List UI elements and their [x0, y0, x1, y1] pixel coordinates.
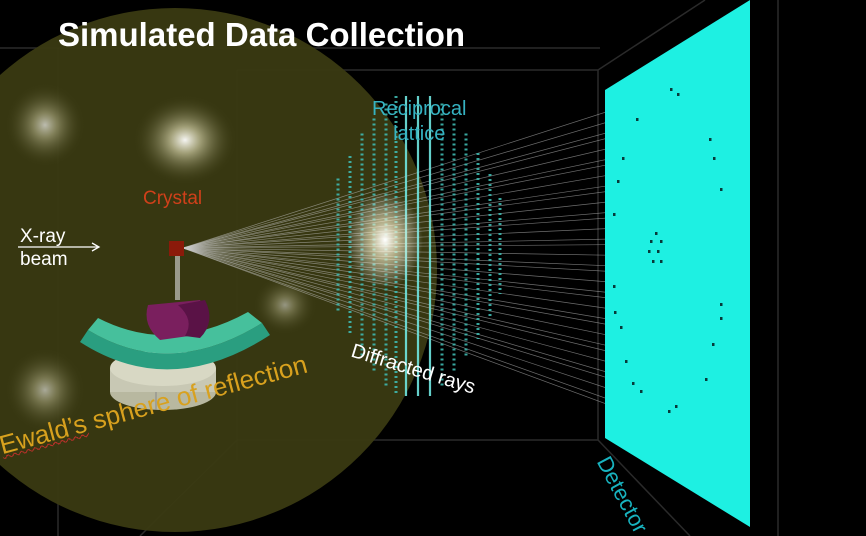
xray-beam-arrow [18, 242, 101, 252]
reciprocal-label-line1: Reciprocal [372, 98, 467, 120]
pin [175, 255, 180, 300]
detector-spot [614, 311, 617, 314]
detector-spot [668, 410, 671, 413]
detector-spot [720, 188, 723, 191]
detector-spot [620, 326, 623, 329]
detector-spot [677, 93, 680, 96]
page-title: Simulated Data Collection [58, 16, 466, 53]
crystal-label: Crystal [143, 188, 203, 209]
detector-spot [670, 88, 673, 91]
crystal [169, 241, 184, 256]
detector-spots [613, 88, 723, 413]
reciprocal-label-line2: lattice [393, 123, 446, 145]
xray-label-line1: X-ray [20, 226, 66, 247]
detector-spot [636, 118, 639, 121]
detector-spot [632, 382, 635, 385]
detector-spot [720, 317, 723, 320]
detector-spot [648, 250, 651, 253]
detector-spot [713, 157, 716, 160]
detector-spot [709, 138, 712, 141]
detector-spot [652, 260, 655, 263]
detector-spot [712, 343, 715, 346]
detector-spot [660, 260, 663, 263]
detector-spot [622, 157, 625, 160]
detector-spot [675, 405, 678, 408]
lattice-center-glow [347, 192, 423, 288]
detector-spot [655, 232, 658, 235]
detector-panel [605, 0, 750, 527]
detector-spot [650, 240, 653, 243]
detector-spot [720, 303, 723, 306]
detector-spot [617, 180, 620, 183]
detector-spot [660, 240, 663, 243]
xray-label-line2: beam [20, 249, 68, 270]
xray-beam-label: X-ray beam [20, 225, 68, 271]
detector-spot [613, 213, 616, 216]
detector-spot [613, 285, 616, 288]
ewald-sphere [0, 8, 437, 532]
detector-spot [640, 390, 643, 393]
reciprocal-lattice-label: Reciprocal lattice [372, 97, 466, 147]
goniometer [80, 241, 270, 410]
detector-spot [657, 250, 660, 253]
diffracted-rays [182, 84, 691, 436]
detector-spot [705, 378, 708, 381]
detector-spot [625, 360, 628, 363]
